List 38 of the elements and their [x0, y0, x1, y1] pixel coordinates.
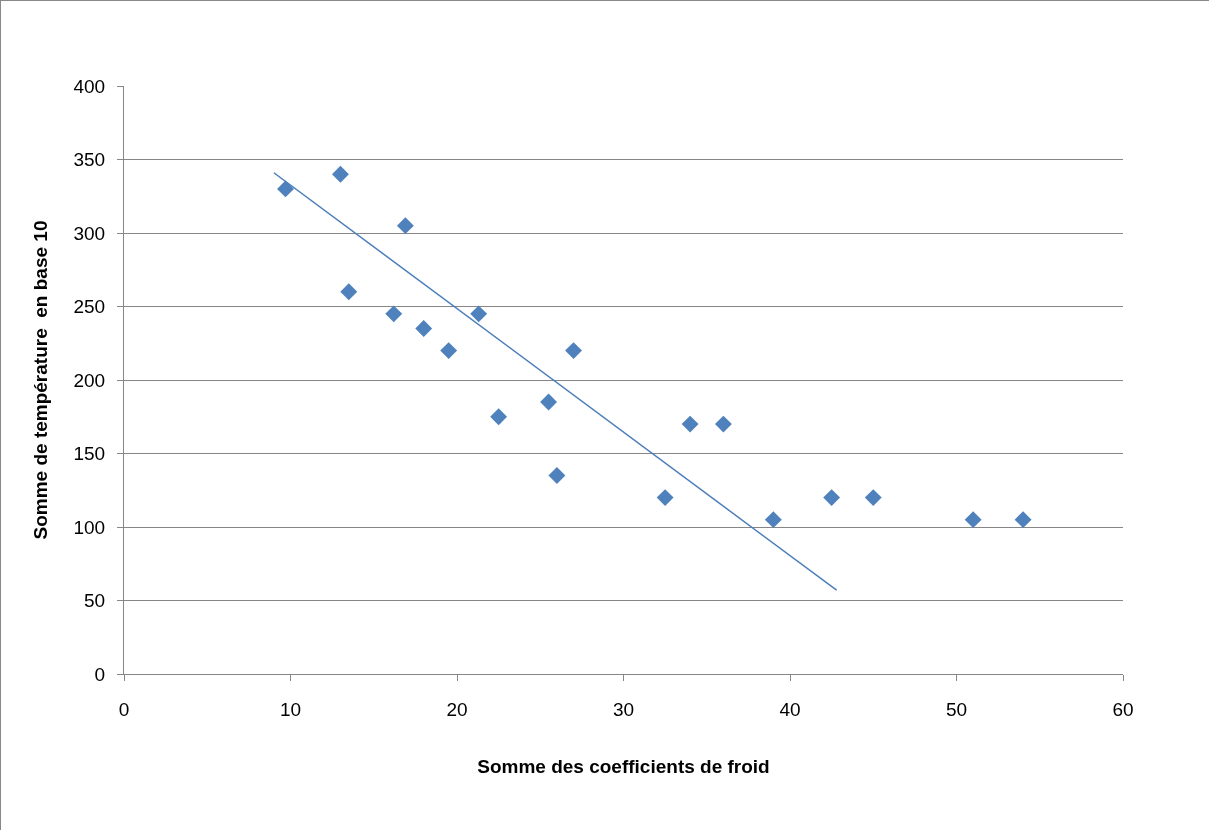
x-axis-title: Somme des coefficients de froid: [477, 755, 770, 777]
point: [681, 415, 699, 433]
y-tick-label: 400: [73, 75, 106, 97]
point: [823, 489, 841, 507]
y-tick-label: 250: [73, 296, 106, 318]
x-tick-label: 50: [945, 698, 968, 720]
point: [415, 320, 433, 337]
x-tick-label: 60: [1112, 698, 1134, 720]
point: [764, 511, 782, 529]
y-tick-label: 100: [73, 516, 106, 538]
point: [565, 342, 582, 360]
x-tick-label: 0: [118, 698, 130, 720]
x-tick-label: 40: [779, 698, 801, 720]
point: [540, 393, 558, 411]
x-tick-label: 20: [446, 698, 468, 720]
x-tick-label: 30: [612, 698, 635, 720]
y-tick-label: 50: [84, 590, 106, 612]
point: [277, 180, 294, 198]
y-tick-label: 200: [73, 369, 106, 391]
point: [470, 305, 488, 323]
y-axis-title: Somme de température en base 10: [30, 220, 52, 540]
x-tick-label: 10: [279, 698, 302, 720]
point: [340, 283, 358, 301]
y-tick-label: 150: [73, 443, 106, 465]
y-tick-label: 300: [73, 222, 106, 244]
point: [490, 408, 508, 426]
point: [440, 342, 458, 360]
point: [1014, 511, 1032, 529]
point: [656, 489, 674, 507]
y-tick-label: 0: [94, 663, 106, 685]
point: [385, 305, 403, 323]
point: [396, 217, 414, 235]
point: [548, 467, 566, 484]
point: [964, 511, 982, 529]
y-tick-label: 350: [73, 149, 106, 171]
point: [864, 489, 882, 507]
point: [332, 165, 349, 183]
point: [714, 415, 732, 433]
